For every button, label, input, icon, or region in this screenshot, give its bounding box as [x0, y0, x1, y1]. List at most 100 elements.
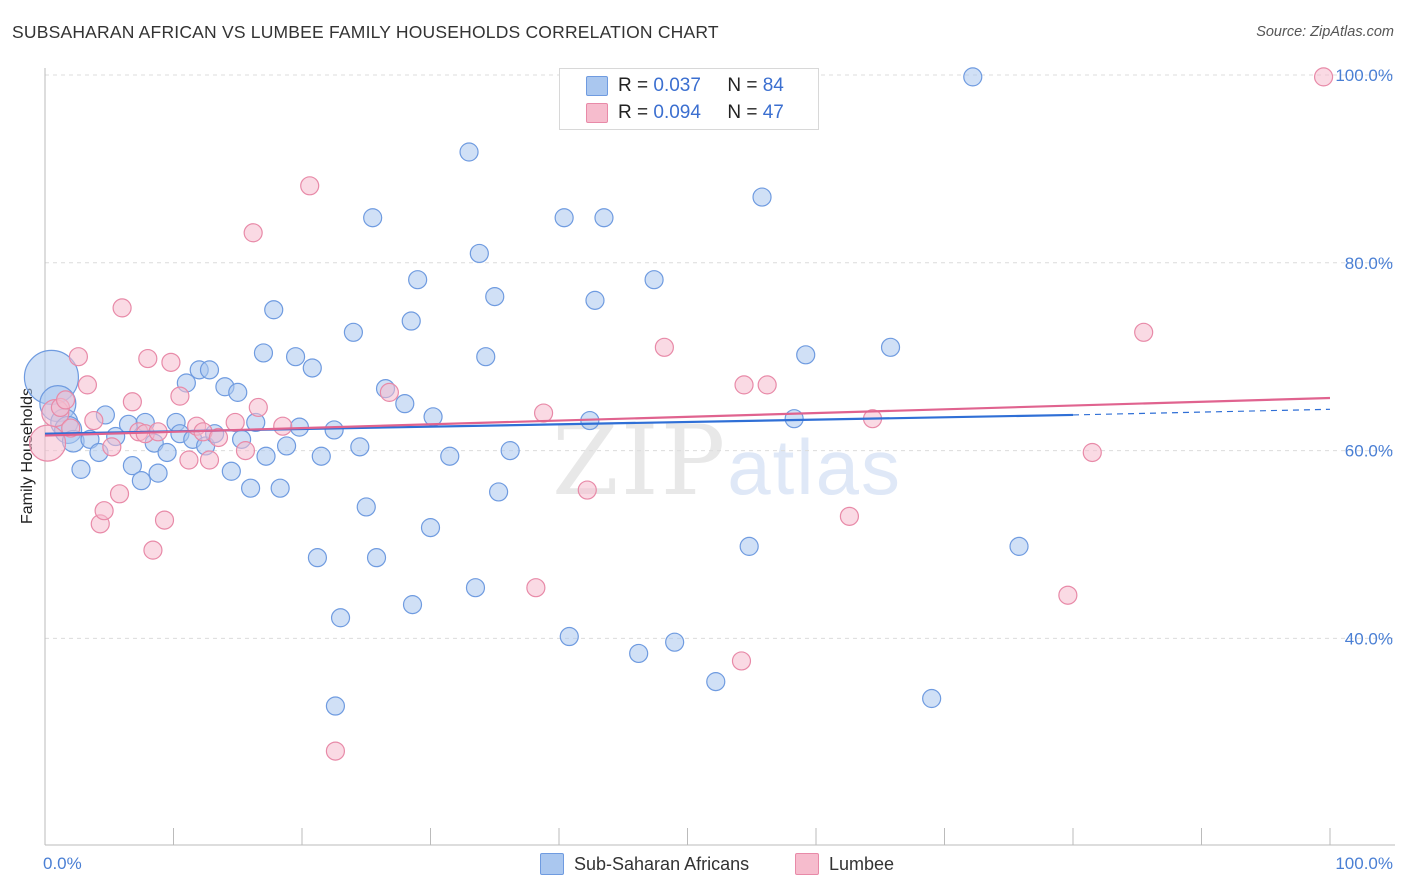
lumbee-point [77, 375, 98, 395]
sub-saharan-point [706, 672, 726, 692]
lumbee-point [839, 506, 860, 526]
lumbee-point [1313, 67, 1334, 87]
correlation-legend: R = 0.037 N = 84 R = 0.094 N = 47 [559, 68, 819, 130]
lumbee-point [243, 223, 263, 243]
legend-swatch-pink [586, 103, 608, 123]
sub-saharan-point [559, 626, 579, 647]
sub-saharan-point [270, 478, 290, 498]
sub-saharan-point [356, 497, 376, 517]
lumbee-point [379, 382, 399, 402]
x-tick-label: 0.0% [43, 854, 82, 873]
bottom-legend-label: Sub-Saharan Africans [574, 853, 750, 874]
lumbee-point [68, 347, 89, 367]
sub-saharan-point [325, 696, 346, 716]
lumbee-point [208, 427, 229, 448]
legend-n-label: N = [727, 102, 758, 123]
grid-lines [45, 74, 1395, 639]
sub-saharan-point [420, 518, 441, 538]
sub-saharan-point [199, 360, 220, 380]
sub-saharan-point [459, 142, 479, 162]
bottom-legend-sub-saharan[interactable]: Sub-Saharan Africans [540, 852, 749, 876]
sub-saharan-point [880, 337, 901, 357]
lumbee-point [94, 501, 114, 521]
lumbee-point [248, 397, 268, 418]
lumbee-point [1058, 585, 1078, 605]
sub-saharan-point [500, 441, 520, 461]
sub-saharan-point [330, 608, 351, 628]
legend-n-value: 84 [762, 75, 784, 96]
x-tick-label: 100.0% [1335, 854, 1393, 873]
sub-saharan-point [324, 420, 344, 440]
source-label: Source: ZipAtlas.com [1256, 24, 1394, 40]
sub-saharan-point [963, 67, 983, 87]
lumbee-point [84, 410, 104, 431]
legend-r-label: R = [618, 102, 649, 123]
sub-saharan-point [644, 270, 664, 290]
sub-saharan-point [256, 446, 276, 466]
tick-labels: 40.0% 60.0% 80.0% 100.0% 0.0% 100.0% [43, 66, 1393, 873]
legend-n-label: N = [727, 75, 758, 96]
lumbee-point [55, 390, 76, 410]
sub-saharan-point [489, 482, 509, 502]
y-tick-label: 100.0% [1335, 66, 1393, 85]
bottom-legend-swatch-pink [795, 853, 819, 875]
sub-saharan-point [131, 471, 151, 491]
lumbee-point [1134, 322, 1154, 342]
y-tick-label: 60.0% [1345, 442, 1393, 461]
sub-saharan-point [350, 437, 370, 457]
trend-lines [44, 396, 1331, 437]
y-tick-label: 40.0% [1345, 629, 1393, 648]
sub-saharan-point [752, 187, 772, 207]
lumbee-point [225, 412, 245, 433]
lumbee-point [154, 510, 175, 530]
sub-saharan-point [784, 409, 804, 429]
lumbee-point [526, 578, 546, 598]
sub-saharan-point [302, 358, 322, 378]
lumbee-point [734, 375, 754, 395]
lumbee-point [757, 375, 777, 395]
sub-saharan-point [476, 347, 496, 367]
lumbee-point [235, 441, 256, 461]
sub-saharan-point [1009, 536, 1029, 556]
lumbee-point [199, 450, 220, 470]
sub-saharan-point [253, 343, 274, 363]
lumbee-point [28, 424, 67, 462]
sub-saharan-point [401, 311, 421, 331]
sub-saharan-point [629, 643, 649, 664]
y-tick-label: 80.0% [1345, 254, 1393, 273]
trend-line-lumbee [44, 396, 1331, 437]
sub-saharan-point [796, 345, 816, 365]
sub-saharan-point [402, 595, 423, 615]
lumbee-point [577, 480, 597, 500]
sub-saharan-point [922, 688, 942, 709]
lumbee-point [122, 392, 142, 412]
sub-saharan-point [228, 382, 248, 402]
sub-saharan-point [241, 478, 261, 498]
sub-saharan-point [594, 208, 614, 228]
sub-saharan-point [285, 347, 306, 367]
sub-saharan-point [366, 548, 387, 568]
lumbee-point [109, 484, 130, 504]
sub-saharan-point [440, 446, 460, 466]
lumbee-point [143, 540, 163, 560]
bottom-legend-label: Lumbee [829, 853, 895, 874]
chart-title: SUBSAHARAN AFRICAN VS LUMBEE FAMILY HOUS… [12, 22, 719, 42]
lumbee-point [273, 416, 293, 436]
sub-saharan-point [343, 322, 363, 342]
sub-saharan-point [363, 208, 383, 228]
sub-saharan-point [485, 287, 505, 307]
legend-text: R = 0.037 N = 84 [618, 75, 784, 97]
lumbee-point [654, 337, 674, 357]
lumbee-point [161, 352, 181, 372]
sub-saharan-point [554, 208, 574, 228]
lumbee-point [179, 450, 199, 470]
sub-saharan-point [311, 446, 331, 466]
sub-saharan-point [408, 270, 428, 290]
sub-saharan-point [276, 436, 297, 456]
lumbee-point [533, 403, 554, 423]
bottom-legend-lumbee[interactable]: Lumbee [795, 852, 894, 876]
lumbee-point [300, 176, 320, 196]
legend-text: R = 0.094 N = 47 [618, 102, 784, 124]
sub-saharan-point [739, 536, 759, 556]
